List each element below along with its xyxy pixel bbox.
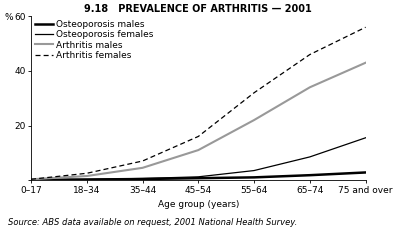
Line: Osteoporosis females: Osteoporosis females bbox=[31, 138, 366, 180]
X-axis label: Age group (years): Age group (years) bbox=[158, 200, 239, 209]
Arthritis females bbox=[140, 160, 145, 162]
Osteoporosis males bbox=[85, 178, 89, 181]
Osteoporosis females bbox=[140, 177, 145, 180]
Arthritis females bbox=[363, 26, 368, 29]
Y-axis label: %: % bbox=[4, 13, 13, 22]
Osteoporosis males bbox=[252, 176, 256, 179]
Arthritis males bbox=[29, 178, 33, 181]
Arthritis females bbox=[85, 172, 89, 175]
Line: Arthritis females: Arthritis females bbox=[31, 27, 366, 179]
Osteoporosis females bbox=[29, 178, 33, 181]
Osteoporosis males bbox=[29, 178, 33, 181]
Arthritis males bbox=[252, 119, 256, 121]
Text: Source: ABS data available on request, 2001 National Health Survey.: Source: ABS data available on request, 2… bbox=[8, 218, 297, 227]
Osteoporosis males bbox=[363, 171, 368, 174]
Arthritis females bbox=[196, 135, 201, 138]
Osteoporosis females bbox=[363, 136, 368, 139]
Osteoporosis females bbox=[85, 178, 89, 181]
Osteoporosis females bbox=[307, 155, 312, 158]
Arthritis females bbox=[307, 53, 312, 56]
Osteoporosis females bbox=[196, 175, 201, 178]
Line: Arthritis males: Arthritis males bbox=[31, 63, 366, 179]
Arthritis males bbox=[307, 86, 312, 89]
Line: Osteoporosis males: Osteoporosis males bbox=[31, 173, 366, 180]
Osteoporosis males bbox=[307, 174, 312, 177]
Arthritis males bbox=[363, 61, 368, 64]
Arthritis males bbox=[196, 149, 201, 151]
Osteoporosis males bbox=[140, 178, 145, 180]
Arthritis males bbox=[140, 166, 145, 169]
Arthritis males bbox=[85, 175, 89, 177]
Osteoporosis males bbox=[196, 177, 201, 180]
Osteoporosis females bbox=[252, 169, 256, 172]
Title: 9.18   PREVALENCE OF ARTHRITIS — 2001: 9.18 PREVALENCE OF ARTHRITIS — 2001 bbox=[85, 4, 312, 14]
Arthritis females bbox=[252, 91, 256, 94]
Arthritis females bbox=[29, 178, 33, 181]
Legend: Osteoporosis males, Osteoporosis females, Arthritis males, Arthritis females: Osteoporosis males, Osteoporosis females… bbox=[33, 18, 156, 62]
